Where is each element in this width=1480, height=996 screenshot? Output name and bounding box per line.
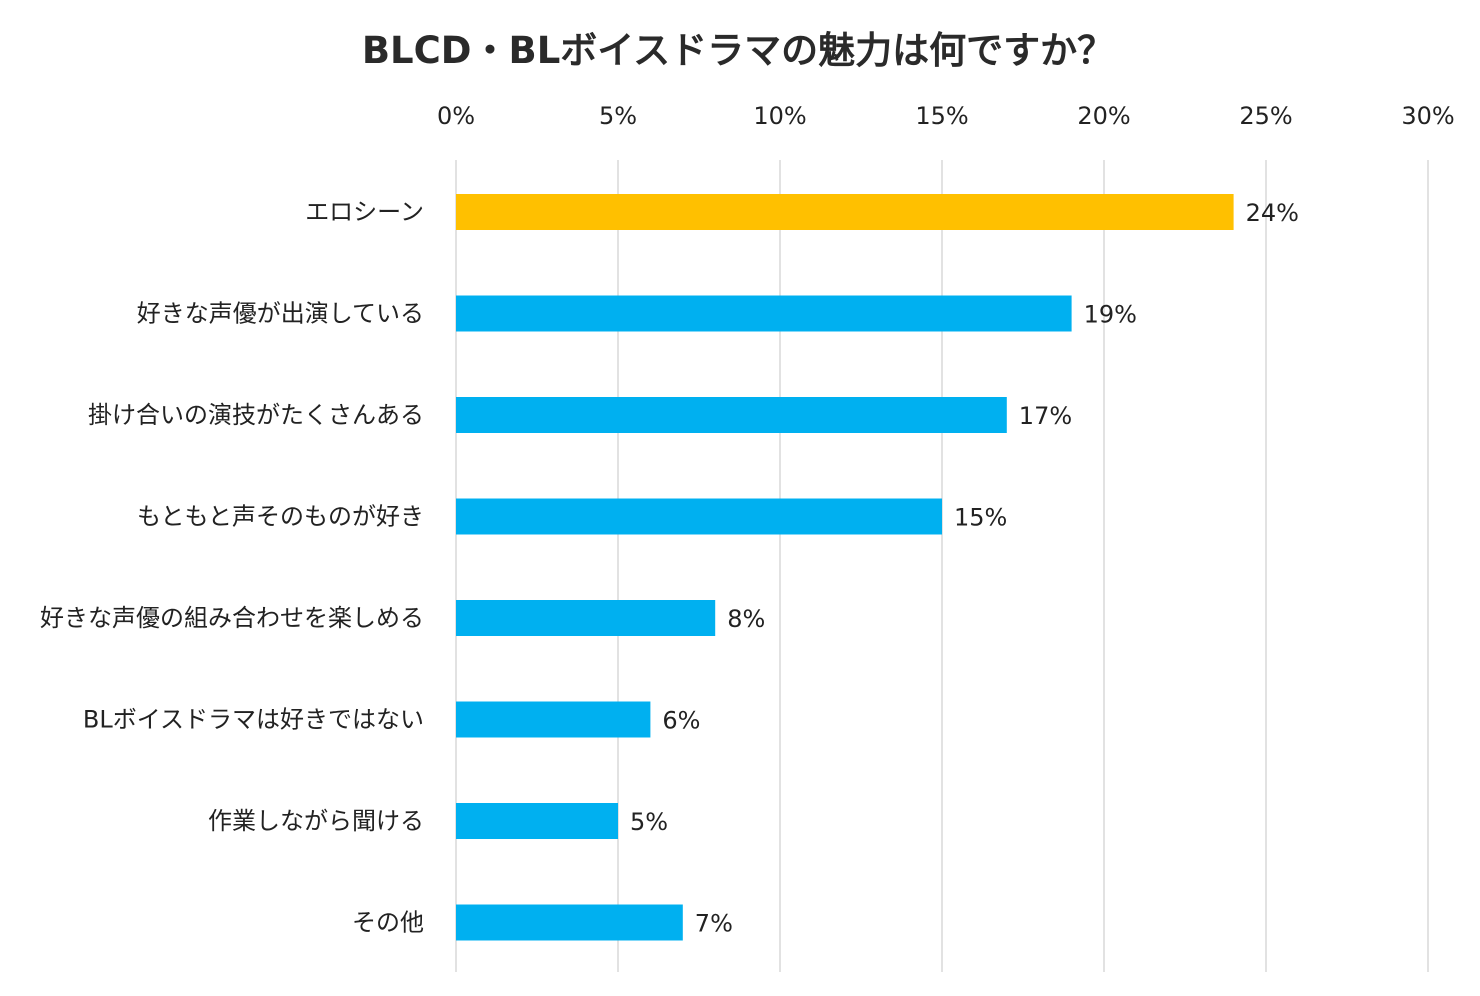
category-label: 好きな声優が出演している — [137, 300, 424, 328]
x-tick-label: 10% — [753, 102, 806, 130]
category-label: その他 — [352, 909, 424, 937]
gridlines — [455, 160, 1429, 972]
bars — [456, 194, 1234, 941]
bar — [456, 701, 651, 738]
bar — [456, 498, 942, 535]
data-label: 15% — [954, 504, 1007, 532]
data-label: 8% — [727, 605, 765, 633]
x-tick-label: 0% — [437, 102, 475, 130]
x-tick-label: 20% — [1077, 102, 1130, 130]
x-axis-ticks: 0% 5% 10% 15% 20% 25% 30% — [437, 102, 1455, 130]
category-label: 掛け合いの演技がたくさんある — [88, 401, 424, 429]
category-label: 作業しながら聞ける — [208, 807, 424, 835]
bar — [456, 600, 716, 636]
category-label: 好きな声優の組み合わせを楽しめる — [40, 604, 424, 632]
bar — [456, 803, 618, 839]
data-label: 17% — [1019, 402, 1072, 430]
data-label: 24% — [1246, 199, 1299, 227]
data-label: 6% — [662, 707, 700, 735]
x-tick-label: 5% — [599, 102, 637, 130]
category-labels: エロシーン好きな声優が出演している掛け合いの演技がたくさんあるもともと声そのもの… — [40, 198, 424, 937]
x-tick-label: 15% — [915, 102, 968, 130]
bar — [456, 194, 1234, 230]
data-label: 5% — [630, 808, 668, 836]
x-tick-label: 25% — [1239, 102, 1292, 130]
bar — [456, 397, 1007, 433]
x-tick-label: 30% — [1401, 102, 1454, 130]
category-label: BLボイスドラマは好きではない — [83, 706, 424, 734]
data-labels: 24% 19% 17% 15% 8% 6% 5% 7% — [630, 199, 1299, 938]
bar — [456, 295, 1072, 332]
data-label: 7% — [695, 910, 733, 938]
chart-title: BLCD・BLボイスドラマの魅力は何ですか？ — [362, 29, 1114, 72]
bar — [456, 904, 683, 941]
category-label: もともと声そのものが好き — [137, 503, 424, 531]
data-label: 19% — [1084, 301, 1137, 329]
category-label: エロシーン — [305, 198, 424, 226]
